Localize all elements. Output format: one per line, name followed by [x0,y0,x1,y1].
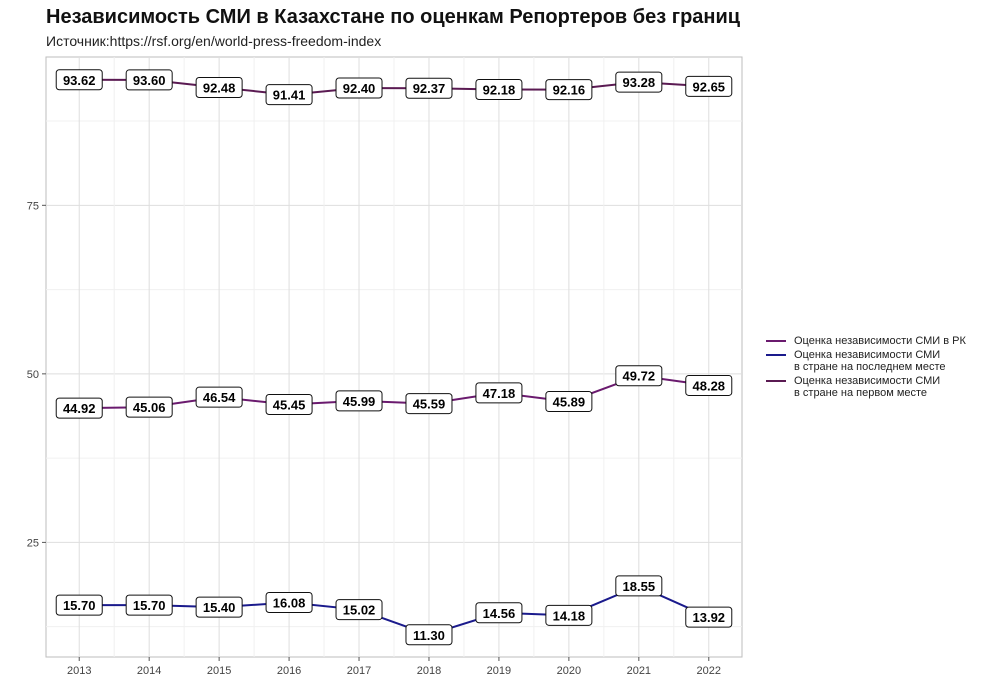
legend: Оценка независимости СМИ в РК Оценка нез… [766,335,966,401]
data-label: 92.40 [343,81,376,96]
data-label: 93.28 [623,75,656,90]
x-tick-label: 2014 [137,665,161,677]
x-tick-label: 2013 [67,665,91,677]
data-label: 45.59 [413,397,446,412]
data-label-box [55,397,103,419]
data-label-box [335,390,383,412]
y-tick-label: 25 [27,537,39,549]
data-label-box [265,84,313,106]
data-label-box [335,599,383,621]
data-label: 49.72 [623,369,656,384]
data-label-box [685,75,733,97]
data-label: 14.18 [553,608,586,623]
legend-swatch [766,354,786,356]
data-label: 45.06 [133,400,166,415]
data-label-box [55,69,103,91]
data-label: 15.70 [133,598,166,613]
data-label-box [615,575,663,597]
series-line [79,374,709,410]
x-tick-label: 2017 [347,665,371,677]
data-label-box [125,594,173,616]
data-label: 92.65 [693,79,726,94]
data-label-box [615,365,663,387]
data-label-box [615,71,663,93]
data-label-box [265,394,313,416]
data-label-box [195,596,243,618]
legend-item: Оценка независимости СМИ в стране на пер… [766,375,966,399]
data-label: 11.30 [413,628,445,643]
legend-swatch [766,340,786,342]
legend-label: Оценка независимости СМИ в РК [794,335,966,347]
x-tick-label: 2022 [697,665,721,677]
data-label: 45.89 [553,395,586,410]
series-line [79,78,709,96]
x-tick-label: 2021 [627,665,651,677]
data-label-box [335,77,383,99]
data-label-box [545,391,593,413]
data-label: 18.55 [623,579,656,594]
series-line [79,584,710,636]
data-label-box [405,393,453,415]
data-label: 45.99 [343,394,376,409]
legend-item: Оценка независимости СМИ в стране на пос… [766,349,966,373]
x-tick-label: 2020 [557,665,581,677]
data-label: 93.60 [133,73,166,88]
x-tick-label: 2015 [207,665,231,677]
data-label-box [195,386,243,408]
data-label-box [195,76,243,98]
data-label: 92.48 [203,80,236,95]
chart-title: Независимость СМИ в Казахстане по оценка… [46,6,741,28]
data-label: 16.08 [273,596,306,611]
data-label: 47.18 [483,386,516,401]
x-tick-label: 2019 [487,665,511,677]
legend-label: Оценка независимости СМИ в стране на пос… [794,349,946,373]
data-label-box [685,606,733,628]
data-label: 44.92 [63,401,96,416]
data-label-box [475,78,523,100]
y-tick-label: 50 [27,369,39,381]
data-label-box [685,374,733,396]
data-label-box [265,592,313,614]
legend-label: Оценка независимости СМИ в стране на пер… [794,375,941,399]
data-label: 15.02 [343,603,376,618]
data-label: 91.41 [273,88,306,103]
data-label-box [55,594,103,616]
data-label: 15.70 [63,598,96,613]
legend-swatch [766,380,786,382]
data-label-box [125,396,173,418]
x-tick-label: 2018 [417,665,441,677]
data-label: 93.62 [63,73,96,88]
data-label-box [405,77,453,99]
data-label: 46.54 [203,390,236,405]
y-tick-label: 75 [27,200,39,212]
data-label-box [405,624,453,646]
data-label: 92.18 [483,82,516,97]
x-tick-label: 2016 [277,665,301,677]
data-label-box [475,602,523,624]
data-label: 48.28 [693,378,726,393]
data-label: 92.37 [413,81,446,96]
data-label-box [545,604,593,626]
legend-item: Оценка независимости СМИ в РК [766,335,966,347]
data-label-box [125,69,173,91]
data-label-box [545,79,593,101]
data-label: 45.45 [273,398,306,413]
data-label: 14.56 [483,606,516,621]
data-label: 92.16 [553,83,586,98]
data-label: 13.92 [693,610,726,625]
chart-subtitle: Источник:https://rsf.org/en/world-press-… [46,33,382,49]
data-label: 15.40 [203,600,236,615]
data-label-box [475,382,523,404]
